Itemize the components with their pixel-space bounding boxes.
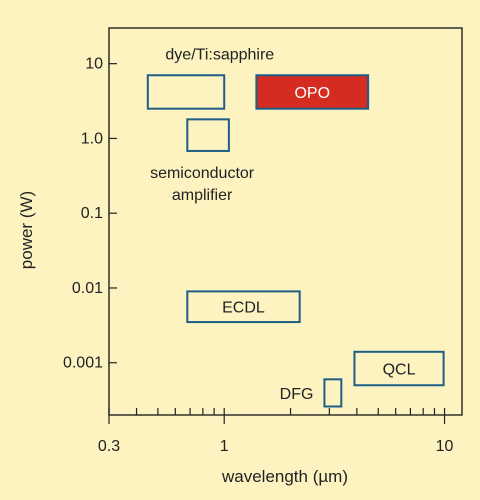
region-box-qcl bbox=[353, 350, 445, 387]
region-box-dfg bbox=[323, 378, 343, 408]
plot-frame bbox=[108, 27, 463, 416]
region-label-dfg: DFG bbox=[280, 386, 314, 403]
x-tick-label: 0.3 bbox=[98, 438, 120, 455]
region-label-semiconductor-amplifier: semiconductor amplifier bbox=[150, 165, 255, 204]
regions: dye/Ti:sapphire OPO semiconductor amplifier… bbox=[146, 46, 445, 408]
y-tick-label: 0.001 bbox=[63, 355, 103, 372]
region-box-opo bbox=[255, 74, 370, 110]
region-box-dye-ti-sapphire bbox=[146, 74, 226, 110]
x-tick-label: 1 bbox=[220, 438, 229, 455]
y-tick-label: 0.01 bbox=[72, 280, 103, 297]
region-box-semiconductor-amplifier bbox=[186, 118, 230, 152]
region-label-ecdl: ECDL bbox=[222, 300, 265, 317]
x-tick-label: 10 bbox=[436, 438, 454, 455]
region-label-opo: OPO bbox=[294, 85, 330, 102]
region-label-dye-ti-sapphire: dye/Ti:sapphire bbox=[165, 46, 274, 63]
y-tick-label: 1.0 bbox=[81, 130, 103, 147]
x-axis-label: wavelength (µm) bbox=[221, 467, 348, 486]
axis-ticks: 0.3 1 10 10 1.0 0.1 0.01 0.001 bbox=[63, 56, 454, 455]
y-tick-label: 0.1 bbox=[81, 205, 103, 222]
region-box-ecdl bbox=[186, 290, 301, 324]
y-axis-label: power (W) bbox=[17, 191, 36, 269]
y-tick-label: 10 bbox=[85, 56, 103, 73]
region-label-qcl: QCL bbox=[383, 362, 416, 379]
